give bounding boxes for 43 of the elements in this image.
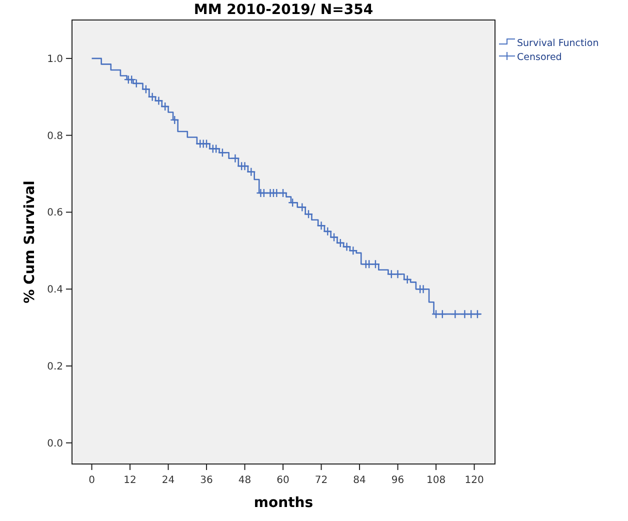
point — [393, 270, 402, 279]
y-tick-label: 0.4 — [47, 284, 63, 296]
x-axis-title: months — [254, 495, 314, 511]
x-tick-label: 108 — [426, 475, 446, 486]
chart-title: MM 2010-2019/ N=354 — [194, 2, 374, 18]
point — [370, 260, 380, 269]
x-tick-label: 96 — [391, 475, 404, 486]
x-tick-label: 120 — [464, 475, 484, 486]
x-tick-label: 84 — [353, 475, 366, 486]
x-tick-label: 60 — [276, 475, 290, 486]
x-tick-label: 72 — [314, 475, 328, 486]
x-tick-label: 48 — [238, 475, 252, 486]
point — [141, 84, 151, 94]
y-tick-label: 0.0 — [47, 438, 63, 450]
x-tick-label: 0 — [88, 475, 95, 486]
point — [259, 188, 268, 198]
point — [386, 270, 396, 279]
point — [364, 260, 374, 269]
point — [278, 188, 288, 198]
y-tick-label: 0.2 — [47, 361, 63, 372]
point — [288, 198, 298, 208]
y-tick-label: 1.0 — [47, 54, 63, 65]
point — [472, 309, 482, 319]
point — [272, 188, 282, 198]
x-tick-label: 12 — [124, 475, 136, 486]
y-axis-title: % Cum Survival — [22, 180, 38, 304]
point — [438, 309, 448, 319]
legend-label: Survival Function — [517, 38, 599, 49]
point — [418, 284, 428, 294]
y-tick-label: 0.6 — [47, 208, 63, 219]
point — [298, 202, 307, 212]
point — [230, 154, 240, 163]
y-tick-label: 0.8 — [47, 130, 63, 142]
point — [466, 309, 476, 319]
point — [402, 274, 412, 284]
point — [170, 115, 180, 125]
x-tick-label: 36 — [200, 475, 213, 486]
point — [460, 309, 470, 319]
point — [450, 309, 460, 319]
x-tick-label: 24 — [162, 475, 175, 486]
legend-label: Censored — [517, 52, 562, 63]
point — [431, 309, 441, 319]
point — [304, 210, 314, 219]
